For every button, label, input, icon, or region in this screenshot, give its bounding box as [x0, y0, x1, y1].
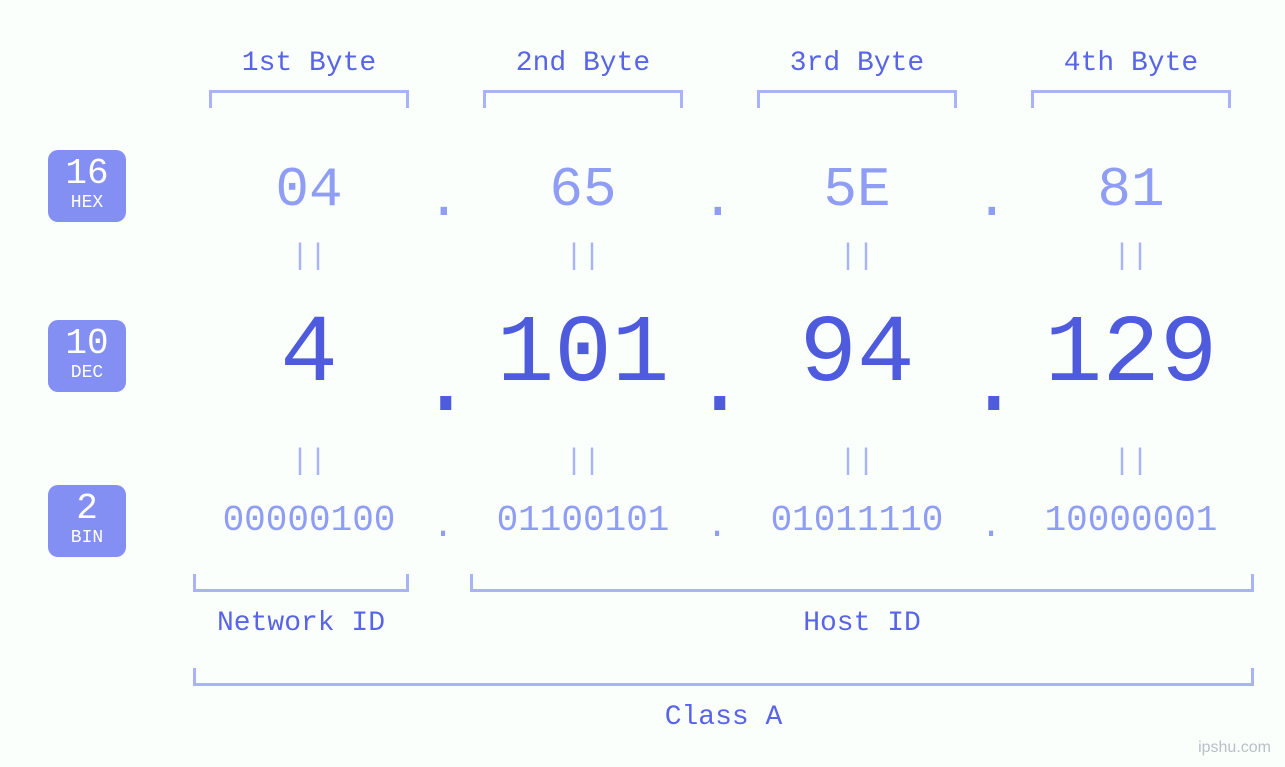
top-bracket-1 [209, 90, 409, 108]
class-bracket [193, 668, 1254, 686]
bin-dot-3: . [979, 506, 1003, 547]
byte-label-4: 4th Byte [1031, 48, 1231, 79]
bin-dot-2: . [705, 506, 729, 547]
watermark: ipshu.com [1198, 739, 1271, 757]
dec-dot-1: . [417, 330, 457, 439]
badge-hex-label: HEX [48, 194, 126, 212]
eq2-3: || [757, 445, 957, 479]
host-label: Host ID [470, 608, 1254, 639]
bin-byte-1: 00000100 [189, 500, 429, 541]
badge-dec-num: 10 [48, 326, 126, 362]
badge-bin-label: BIN [48, 529, 126, 547]
eq2-4: || [1031, 445, 1231, 479]
bin-byte-3: 01011110 [737, 500, 977, 541]
network-label: Network ID [193, 608, 409, 639]
network-bracket [193, 574, 409, 592]
byte-label-1: 1st Byte [209, 48, 409, 79]
dec-byte-4: 129 [1031, 300, 1231, 409]
dec-byte-3: 94 [757, 300, 957, 409]
class-label: Class A [193, 702, 1254, 733]
dec-byte-1: 4 [209, 300, 409, 409]
dec-byte-2: 101 [483, 300, 683, 409]
eq1-2: || [483, 240, 683, 274]
hex-byte-2: 65 [483, 158, 683, 222]
top-bracket-4 [1031, 90, 1231, 108]
bin-byte-4: 10000001 [1011, 500, 1251, 541]
hex-byte-3: 5E [757, 158, 957, 222]
badge-hex-num: 16 [48, 156, 126, 192]
eq1-4: || [1031, 240, 1231, 274]
eq1-1: || [209, 240, 409, 274]
byte-label-2: 2nd Byte [483, 48, 683, 79]
top-bracket-3 [757, 90, 957, 108]
host-bracket [470, 574, 1254, 592]
badge-hex: 16 HEX [48, 150, 126, 222]
badge-bin: 2 BIN [48, 485, 126, 557]
hex-dot-2: . [701, 168, 731, 232]
eq1-3: || [757, 240, 957, 274]
bin-byte-2: 01100101 [463, 500, 703, 541]
ip-diagram: { "type": "infographic", "description": … [0, 0, 1285, 767]
top-bracket-2 [483, 90, 683, 108]
hex-byte-1: 04 [209, 158, 409, 222]
eq2-2: || [483, 445, 683, 479]
badge-bin-num: 2 [48, 491, 126, 527]
byte-label-3: 3rd Byte [757, 48, 957, 79]
badge-dec-label: DEC [48, 364, 126, 382]
dec-dot-2: . [691, 330, 731, 439]
eq2-1: || [209, 445, 409, 479]
dec-dot-3: . [965, 330, 1005, 439]
badge-dec: 10 DEC [48, 320, 126, 392]
bin-dot-1: . [431, 506, 455, 547]
hex-dot-3: . [975, 168, 1005, 232]
hex-dot-1: . [427, 168, 457, 232]
hex-byte-4: 81 [1031, 158, 1231, 222]
